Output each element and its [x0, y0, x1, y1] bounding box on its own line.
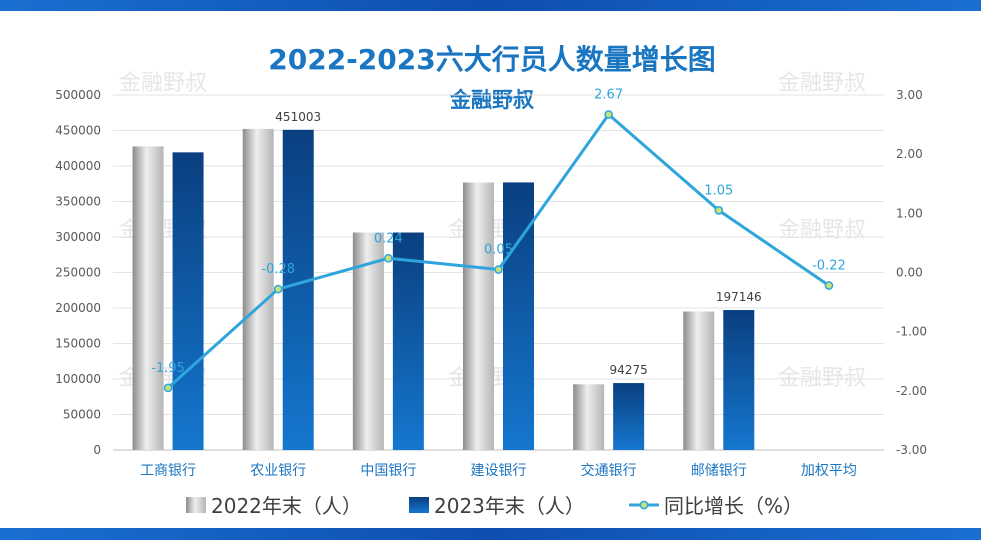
right-tick-label: 2.00 — [896, 147, 923, 161]
right-tick-label: 0.00 — [896, 266, 923, 280]
x-tick-label: 农业银行 — [250, 463, 306, 479]
left-tick-label: 100000 — [55, 372, 101, 386]
bar-series — [132, 128, 755, 451]
left-tick-label: 350000 — [55, 195, 101, 209]
watermark: 金融野叔 — [778, 71, 866, 96]
bar-2023 — [503, 182, 534, 451]
bar-2022 — [573, 384, 605, 450]
bar-2023 — [172, 152, 204, 450]
x-tick-label: 交通银行 — [581, 462, 637, 479]
left-tick-label: 0 — [93, 443, 101, 457]
growth-point — [163, 383, 173, 393]
chart-subtitle: 金融野叔 — [449, 88, 535, 112]
growth-label: 1.05 — [704, 183, 733, 198]
growth-label: -1.95 — [151, 361, 185, 376]
bar-value-label: 451003 — [275, 110, 321, 124]
growth-label: 0.24 — [374, 231, 403, 246]
bar-2023 — [392, 232, 424, 450]
right-y-axis: -3.00 -2.00 -1.00 0.00 1.00 2.00 3.00 — [896, 88, 927, 457]
bar-2022 — [683, 311, 715, 450]
left-tick-label: 500000 — [55, 88, 101, 102]
legend-label-growth: 同比增长（%） — [664, 494, 803, 518]
watermark: 金融野叔 — [778, 218, 866, 243]
bar-2022 — [132, 146, 164, 451]
left-tick-label: 50000 — [63, 408, 101, 422]
left-tick-label: 300000 — [55, 230, 101, 244]
right-tick-label: -2.00 — [896, 384, 927, 398]
chart-legend: 2022年末（人） 2023年末（人） 同比增长（%） — [186, 494, 803, 518]
x-tick-label: 邮储银行 — [691, 463, 747, 479]
growth-point — [604, 110, 613, 119]
top-band — [0, 0, 981, 11]
legend-label-2023: 2023年末（人） — [434, 494, 585, 518]
right-tick-label: -1.00 — [896, 325, 927, 339]
bar-data-labels: 451003 94275 197146 — [275, 110, 761, 377]
bar-2023 — [613, 383, 645, 450]
growth-label: -0.22 — [812, 259, 846, 274]
left-tick-label: 250000 — [55, 266, 101, 280]
line-series: -1.95 -0.28 0.24 0.05 2.67 1.05 -0.22 — [151, 88, 846, 393]
growth-point — [384, 253, 393, 263]
legend-swatch-2022 — [186, 497, 206, 513]
left-tick-label: 150000 — [55, 337, 101, 351]
x-tick-label: 加权平均 — [801, 463, 857, 479]
left-tick-label: 400000 — [55, 159, 101, 173]
bottom-band — [0, 528, 981, 540]
x-axis: 工商银行 农业银行 中国银行 建设银行 交通银行 邮储银行 加权平均 — [140, 462, 857, 479]
growth-point — [273, 284, 283, 294]
chart-title: 2022-2023六大行员人数量增长图 — [268, 43, 715, 76]
left-tick-label: 450000 — [55, 124, 101, 138]
growth-label: 2.67 — [594, 88, 623, 103]
left-y-axis: 0 50000 100000 150000 200000 250000 300000 3500… — [55, 88, 101, 457]
growth-point — [824, 281, 834, 290]
x-tick-label: 工商银行 — [140, 463, 196, 479]
bar-2023 — [723, 310, 755, 450]
bar-2022 — [463, 182, 494, 450]
growth-point — [494, 265, 503, 274]
growth-label: -0.28 — [261, 262, 295, 277]
bar-2023 — [282, 129, 314, 450]
growth-point — [714, 206, 724, 215]
right-tick-label: 3.00 — [896, 88, 923, 102]
bar-2022 — [242, 128, 274, 450]
legend-label-2022: 2022年末（人） — [211, 494, 362, 518]
bar-value-label: 197146 — [716, 290, 762, 304]
right-tick-label: 1.00 — [896, 206, 923, 220]
x-tick-label: 中国银行 — [360, 463, 416, 479]
bar-value-label: 94275 — [610, 363, 648, 377]
right-tick-label: -3.00 — [896, 443, 927, 457]
bar-2022 — [352, 232, 384, 450]
left-tick-label: 200000 — [55, 301, 101, 315]
legend-swatch-2023 — [409, 497, 429, 513]
legend-swatch-marker — [639, 500, 649, 510]
x-tick-label: 建设银行 — [471, 463, 527, 479]
growth-label: 0.05 — [484, 243, 513, 258]
watermark: 金融野叔 — [119, 71, 207, 96]
